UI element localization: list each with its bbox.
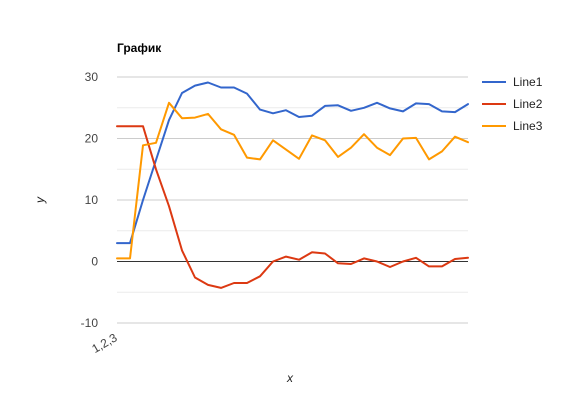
series-lines [116,81,469,289]
x-axis-title: x [286,371,294,385]
chart-title: График [117,41,162,55]
legend: Line1 Line2 Line3 [482,75,543,133]
series-line-2 [116,125,469,289]
x-tick-label: 1,2,3 [89,330,119,356]
legend-label-2: Line2 [513,97,543,111]
series-line-1 [116,81,469,245]
y-tick-label: 10 [85,193,99,207]
legend-label-3: Line3 [513,119,543,133]
y-axis-title: y [33,196,47,204]
y-tick-label: 30 [85,70,99,84]
legend-label-1: Line1 [513,75,543,89]
y-axis-ticks: -10 0 10 20 30 [81,70,99,330]
series-line-3 [116,101,469,260]
y-tick-label: 0 [91,255,98,269]
y-tick-label: 20 [85,132,99,146]
y-tick-label: -10 [81,316,99,330]
